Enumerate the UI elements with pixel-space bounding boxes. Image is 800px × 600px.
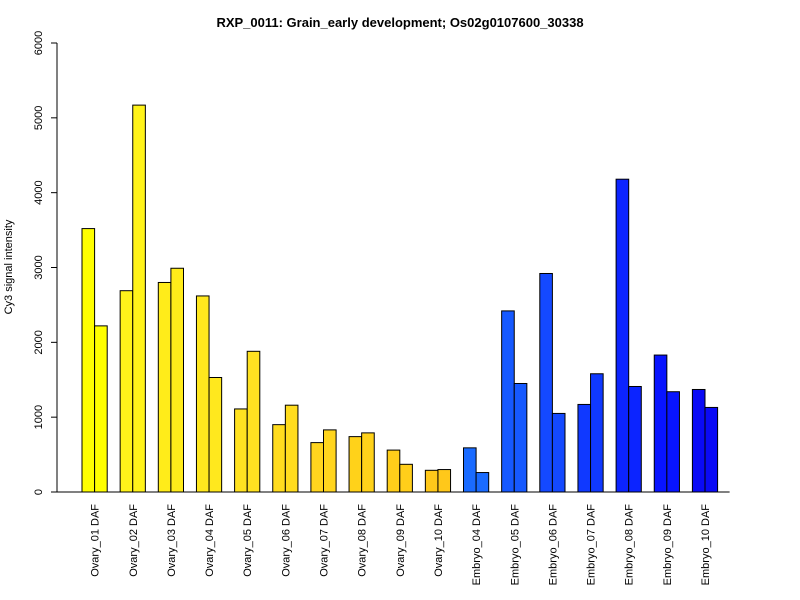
x-category-label: Ovary_08 DAF <box>357 504 369 577</box>
bar-embryo-04-daf-2 <box>475 472 490 493</box>
bar-ovary-07-daf-2 <box>323 429 337 493</box>
bar-embryo-05-daf-1 <box>501 310 515 493</box>
bar-embryo-08-daf-1 <box>615 178 630 493</box>
x-category-label: Ovary_04 DAF <box>204 504 216 577</box>
y-tick-label: 6000 <box>33 31 45 55</box>
bar-ovary-05-daf-2 <box>246 350 261 493</box>
x-category-label: Embryo_09 DAF <box>662 504 674 586</box>
bar-ovary-03-daf-2 <box>170 267 184 493</box>
bar-embryo-06-daf-2 <box>551 412 566 493</box>
y-tick-label: 2000 <box>33 330 45 354</box>
bar-ovary-09-daf-1 <box>386 449 401 493</box>
bar-embryo-07-daf-2 <box>590 373 604 493</box>
x-category-label: Ovary_01 DAF <box>90 504 102 577</box>
bar-ovary-02-daf-1 <box>119 290 134 493</box>
bar-embryo-08-daf-2 <box>628 385 642 493</box>
chart-title: RXP_0011: Grain_early development; Os02g… <box>216 15 583 30</box>
x-category-label: Embryo_04 DAF <box>471 504 483 586</box>
bar-ovary-07-daf-1 <box>310 442 324 493</box>
x-category-label: Embryo_08 DAF <box>624 504 636 586</box>
bar-embryo-04-daf-1 <box>463 447 477 493</box>
x-category-label: Ovary_02 DAF <box>128 504 140 577</box>
bar-embryo-09-daf-1 <box>653 354 668 493</box>
bar-embryo-10-daf-1 <box>691 388 706 493</box>
y-tick-label: 5000 <box>33 106 45 130</box>
bar-ovary-02-daf-2 <box>132 104 146 493</box>
bar-embryo-09-daf-2 <box>666 391 680 493</box>
bar-ovary-06-daf-2 <box>284 404 299 493</box>
bar-ovary-04-daf-2 <box>208 377 223 493</box>
bar-ovary-01-daf-2 <box>94 325 108 493</box>
bar-ovary-10-daf-1 <box>424 469 439 493</box>
y-tick-label: 3000 <box>33 255 45 279</box>
x-category-label: Embryo_06 DAF <box>547 504 559 586</box>
bar-ovary-08-daf-1 <box>348 436 363 493</box>
y-tick-label: 0 <box>33 489 45 495</box>
bar-ovary-09-daf-2 <box>399 463 413 493</box>
bars-group <box>81 104 719 493</box>
x-category-label: Embryo_07 DAF <box>586 504 598 586</box>
bar-ovary-03-daf-1 <box>157 281 172 493</box>
bar-embryo-06-daf-1 <box>539 272 553 493</box>
y-tick-label: 4000 <box>33 180 45 204</box>
x-category-label: Ovary_10 DAF <box>433 504 445 577</box>
bar-embryo-10-daf-2 <box>704 406 719 493</box>
x-category-label: Embryo_05 DAF <box>509 504 521 586</box>
x-category-label: Ovary_06 DAF <box>280 504 292 577</box>
y-tick-label: 1000 <box>33 405 45 429</box>
bar-embryo-07-daf-1 <box>577 403 592 493</box>
bar-ovary-10-daf-2 <box>437 469 452 493</box>
bar-ovary-05-daf-1 <box>234 408 248 493</box>
y-axis: 0 1000 2000 3000 4000 5000 6000 <box>33 31 58 495</box>
x-category-label: Ovary_07 DAF <box>319 504 331 577</box>
bar-ovary-01-daf-1 <box>81 228 96 493</box>
x-category-label: Ovary_05 DAF <box>242 504 254 577</box>
x-category-label: Ovary_03 DAF <box>166 504 178 577</box>
y-axis-label: Cy3 signal intensity <box>3 219 15 314</box>
x-category-label: Ovary_09 DAF <box>395 504 407 577</box>
bar-embryo-05-daf-2 <box>513 382 528 493</box>
x-category-label: Embryo_10 DAF <box>700 504 712 586</box>
bar-ovary-08-daf-2 <box>361 432 375 493</box>
bar-ovary-04-daf-1 <box>195 295 210 493</box>
category-labels: Ovary_01 DAF Ovary_02 DAF Ovary_03 DAF Ovar… <box>90 504 712 586</box>
bar-ovary-06-daf-1 <box>272 424 286 493</box>
